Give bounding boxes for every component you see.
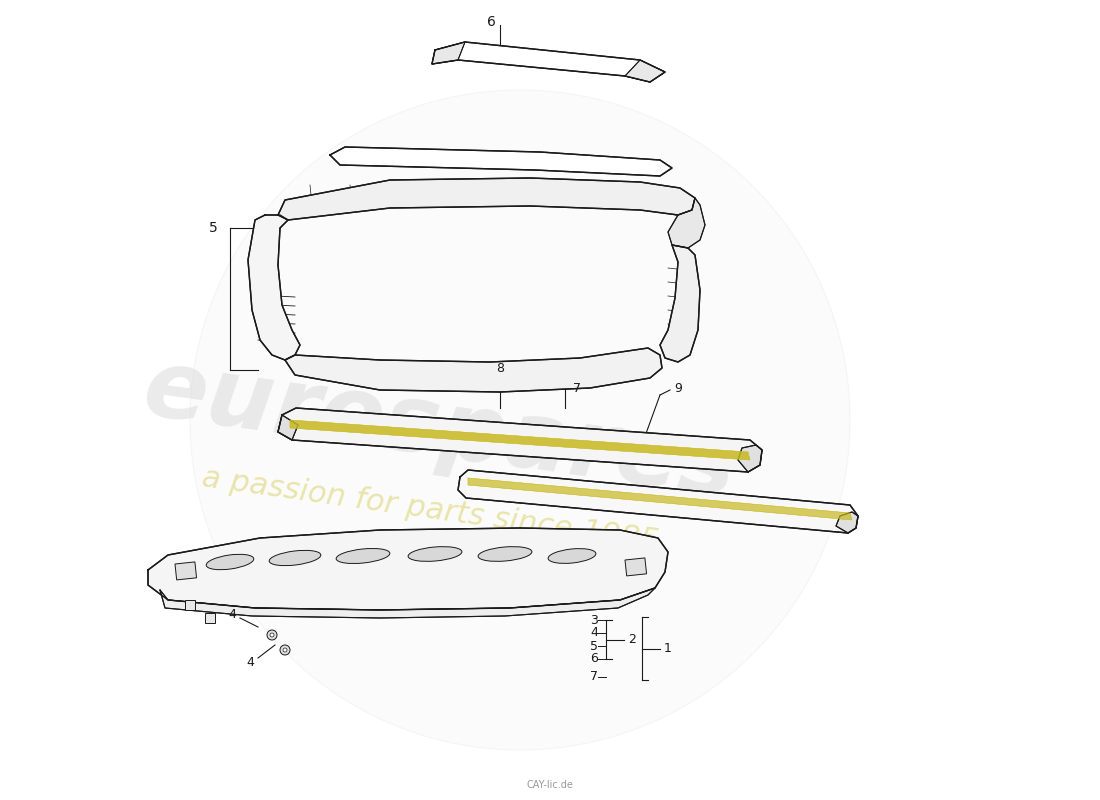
Polygon shape <box>248 215 300 360</box>
Polygon shape <box>625 60 666 82</box>
Ellipse shape <box>408 546 462 562</box>
Polygon shape <box>468 478 852 520</box>
Text: 4: 4 <box>228 607 236 621</box>
Ellipse shape <box>548 549 596 563</box>
Bar <box>205 613 214 623</box>
Polygon shape <box>160 588 654 618</box>
Polygon shape <box>330 147 672 176</box>
Text: 5: 5 <box>590 639 598 653</box>
Circle shape <box>267 630 277 640</box>
Text: 6: 6 <box>487 15 496 29</box>
Text: 9: 9 <box>674 382 682 394</box>
Polygon shape <box>432 42 666 82</box>
Text: eurospares: eurospares <box>138 343 742 517</box>
Polygon shape <box>148 528 668 610</box>
Polygon shape <box>836 512 858 533</box>
Bar <box>175 562 197 580</box>
Text: 8: 8 <box>496 362 504 374</box>
Text: CAY-lic.de: CAY-lic.de <box>527 780 573 790</box>
Polygon shape <box>290 420 750 460</box>
Text: a passion for parts since 1985: a passion for parts since 1985 <box>200 463 660 557</box>
Polygon shape <box>278 178 695 220</box>
Polygon shape <box>432 42 465 64</box>
Text: 7: 7 <box>590 670 598 683</box>
Bar <box>625 558 647 576</box>
Text: 7: 7 <box>573 382 581 394</box>
Circle shape <box>270 633 274 637</box>
Polygon shape <box>458 470 858 533</box>
Polygon shape <box>190 90 850 750</box>
Polygon shape <box>668 198 705 248</box>
Text: 4: 4 <box>246 655 254 669</box>
Text: 3: 3 <box>590 614 598 626</box>
Text: 2: 2 <box>628 633 636 646</box>
Ellipse shape <box>478 546 532 562</box>
Ellipse shape <box>270 550 321 566</box>
Circle shape <box>283 648 287 652</box>
Text: 1: 1 <box>664 642 672 655</box>
Polygon shape <box>278 408 762 472</box>
Text: 4: 4 <box>590 626 598 639</box>
Text: 6: 6 <box>590 653 598 666</box>
Polygon shape <box>660 245 700 362</box>
Polygon shape <box>285 348 662 392</box>
Circle shape <box>280 645 290 655</box>
Polygon shape <box>278 415 298 440</box>
Ellipse shape <box>337 549 389 563</box>
Ellipse shape <box>206 554 254 570</box>
Polygon shape <box>738 445 762 472</box>
Text: 5: 5 <box>209 221 218 235</box>
Bar <box>185 600 195 610</box>
